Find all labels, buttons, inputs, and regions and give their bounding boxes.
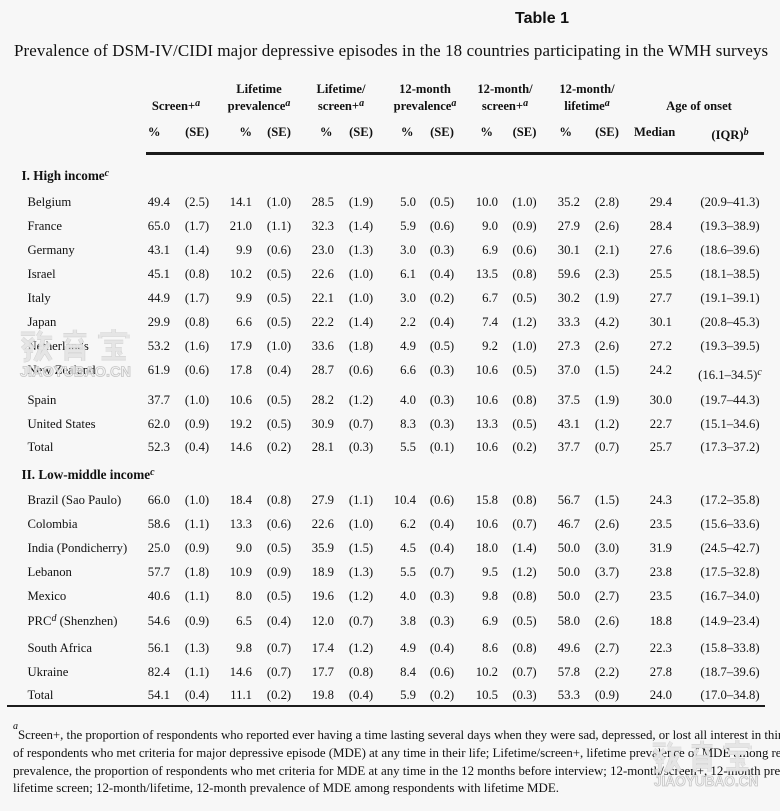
svg-text:JIAOYUBAO.CN: JIAOYUBAO.CN <box>20 365 131 381</box>
svg-text:JIAOYUBAO.CN: JIAOYUBAO.CN <box>654 774 759 790</box>
